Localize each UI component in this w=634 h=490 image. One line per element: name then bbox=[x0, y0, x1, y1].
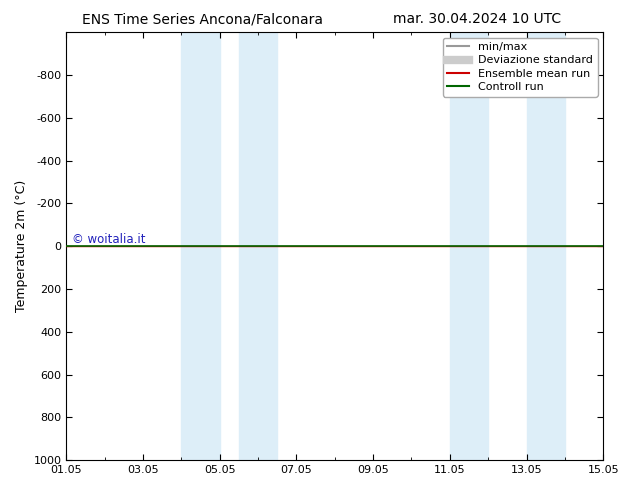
Bar bbox=[239, 32, 277, 460]
Y-axis label: Temperature 2m (°C): Temperature 2m (°C) bbox=[15, 180, 28, 312]
Text: ENS Time Series Ancona/Falconara: ENS Time Series Ancona/Falconara bbox=[82, 12, 323, 26]
Bar bbox=[526, 32, 565, 460]
Text: © woitalia.it: © woitalia.it bbox=[72, 233, 145, 246]
Bar bbox=[450, 32, 488, 460]
Bar bbox=[181, 32, 220, 460]
Legend: min/max, Deviazione standard, Ensemble mean run, Controll run: min/max, Deviazione standard, Ensemble m… bbox=[443, 38, 598, 97]
Text: mar. 30.04.2024 10 UTC: mar. 30.04.2024 10 UTC bbox=[393, 12, 561, 26]
